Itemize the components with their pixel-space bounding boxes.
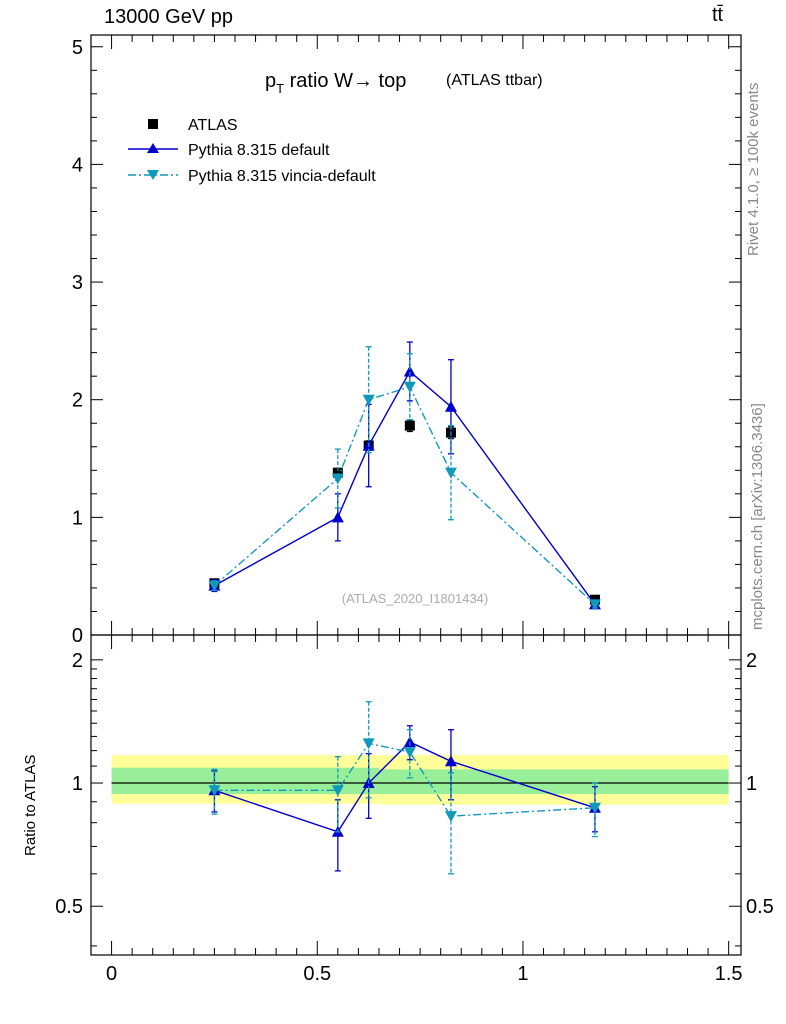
- main-default-line: [214, 370, 596, 605]
- legend-default-label: Pythia 8.315 default: [188, 142, 330, 159]
- main-ytick-label: 3: [72, 272, 83, 294]
- main-ytick-label: 2: [72, 390, 83, 412]
- ratio-ytick-label-right: 2: [746, 650, 757, 672]
- main-atlas-point: [332, 467, 343, 478]
- ratio-default-point: [444, 755, 457, 767]
- main-title: pT ratio W→ top: [265, 70, 406, 96]
- main-title-rest: ratio W→ top: [284, 70, 406, 92]
- main-ytick-label: 4: [72, 154, 83, 176]
- main-vincia-point: [403, 381, 416, 393]
- ratio-vincia-line: [214, 742, 595, 817]
- main-title-p: p: [265, 70, 276, 92]
- ratio-vincia-point: [331, 785, 344, 797]
- ratio-ytick-label-right: 0.5: [746, 896, 774, 918]
- main-title-small: (ATLAS ttbar): [446, 72, 543, 89]
- ratio-ytick-label-left: 1: [72, 773, 83, 795]
- ratio-vincia-point: [444, 811, 457, 823]
- ratio-default-point: [403, 735, 416, 747]
- legend-vincia-marker: [147, 170, 159, 180]
- ratio-frame: [90, 634, 742, 956]
- ratio-ytick-label-left: 0.5: [55, 896, 83, 918]
- main-title-subscript: T: [276, 81, 284, 96]
- process-label: tt̄: [712, 4, 724, 26]
- energy-label: 13000 GeV pp: [104, 6, 233, 28]
- ratio-vincia-point: [403, 747, 416, 759]
- main-vincia-point: [588, 599, 601, 611]
- main-ytick-label: 5: [72, 37, 83, 59]
- main-vincia-point: [331, 473, 344, 485]
- watermark: (ATLAS_2020_I1801434): [342, 591, 488, 606]
- legend-vincia-label: Pythia 8.315 vincia-default: [188, 168, 376, 185]
- legend-atlas-label: ATLAS: [188, 117, 238, 134]
- main-ytick-label: 1: [72, 507, 83, 529]
- ratio-ytick-label-left: 2: [72, 650, 83, 672]
- main-atlas-point: [404, 420, 415, 431]
- main-vincia-point: [444, 467, 457, 479]
- legend-atlas-marker: [148, 119, 158, 129]
- main-vincia-point: [362, 394, 375, 406]
- main-default-point: [331, 511, 344, 523]
- plot-layer: 0 1 2 3 4 5 0 0.5 1 1.5 0.5 0.5 1 1 2 2: [55, 34, 774, 985]
- main-ytick-label: 0: [72, 625, 83, 647]
- ratio-default-line: [214, 741, 596, 833]
- ratio-ytick-label-right: 1: [746, 773, 757, 795]
- ratio-xtick-label: 0.5: [303, 963, 331, 985]
- ratio-vincia-point: [208, 785, 221, 797]
- ratio-band-green: [378, 769, 729, 795]
- legend: ATLAS Pythia 8.315 default Pythia 8.315 …: [128, 117, 376, 185]
- main-default-point: [444, 400, 457, 412]
- ratio-vincia-point: [362, 738, 375, 750]
- main-vincia-point: [208, 580, 221, 592]
- ratio-xtick-label: 1: [517, 963, 528, 985]
- main-vincia-line: [213, 385, 596, 605]
- ratio-xtick-label: 1.5: [715, 963, 743, 985]
- ratio-vincia-point: [588, 802, 601, 814]
- ratio-xtick-label: 0: [106, 963, 117, 985]
- legend-default-marker: [147, 143, 159, 153]
- main-default-point: [403, 365, 416, 377]
